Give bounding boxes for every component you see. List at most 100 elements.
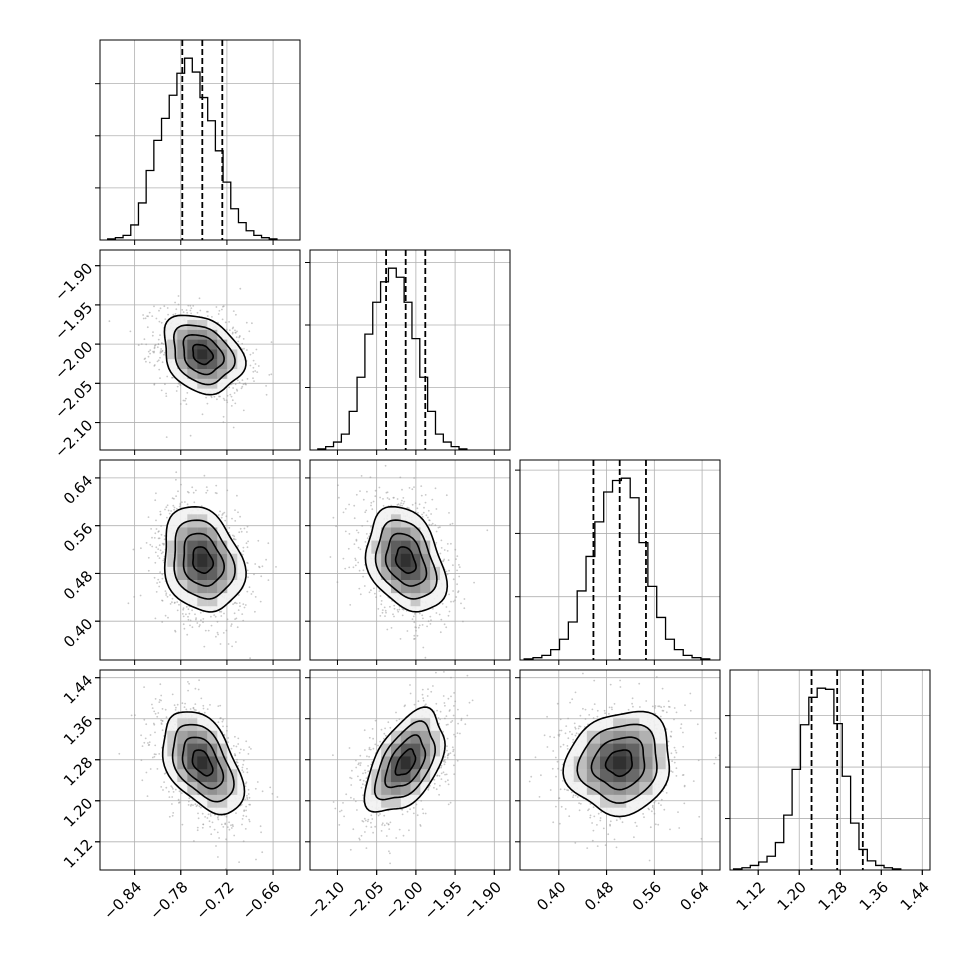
sample-point — [365, 509, 368, 512]
sample-point — [451, 522, 454, 525]
sample-point — [159, 356, 161, 359]
density-cell — [197, 580, 208, 594]
sample-point — [447, 614, 450, 617]
sample-point — [207, 629, 210, 632]
sample-point — [455, 558, 457, 560]
panel-frame — [99, 39, 301, 241]
sample-point — [448, 610, 451, 613]
density-cell — [217, 339, 228, 350]
sample-point — [463, 607, 466, 610]
sample-point — [228, 821, 231, 824]
sample-point — [163, 353, 165, 356]
sample-point — [434, 487, 437, 490]
density-cell — [177, 339, 188, 350]
sample-point — [378, 590, 381, 592]
sample-point — [153, 347, 156, 350]
sample-point — [401, 614, 404, 617]
sample-point — [437, 526, 440, 529]
sample-point — [224, 519, 227, 522]
sample-point — [165, 506, 168, 509]
sample-point — [173, 704, 176, 707]
sample-point — [243, 527, 246, 530]
sample-point — [151, 545, 154, 548]
contour-line — [172, 324, 236, 386]
sample-point — [149, 734, 152, 736]
sample-point — [187, 681, 189, 683]
sample-point — [159, 513, 162, 516]
sample-point — [413, 637, 416, 640]
sample-point — [245, 809, 248, 812]
sample-point — [171, 693, 174, 696]
sample-point — [238, 602, 241, 604]
sample-point — [233, 392, 236, 394]
sample-point — [363, 585, 366, 587]
sample-point — [198, 297, 201, 300]
sample-point — [177, 295, 180, 297]
sample-point — [435, 530, 438, 533]
sample-point — [241, 553, 244, 556]
sample-point — [235, 388, 238, 391]
sample-point — [246, 796, 249, 799]
sample-point — [416, 634, 419, 637]
sample-point — [225, 328, 228, 331]
sample-point — [247, 753, 250, 755]
sample-point — [380, 603, 383, 606]
density-cell — [187, 566, 198, 580]
sample-point — [247, 576, 250, 579]
sample-point — [267, 542, 270, 545]
density-cell — [381, 540, 391, 554]
sample-point — [399, 504, 402, 507]
density-cell — [217, 782, 228, 795]
sample-point — [242, 619, 245, 622]
sample-point — [220, 516, 223, 519]
sample-point — [222, 305, 225, 308]
sample-point — [187, 804, 190, 806]
sample-point — [348, 503, 350, 506]
sample-point — [422, 617, 424, 620]
sample-point — [246, 531, 248, 533]
sample-point — [234, 618, 237, 620]
sample-point — [182, 615, 185, 618]
sample-point — [202, 707, 205, 710]
density-cell — [187, 540, 198, 554]
sample-point — [145, 343, 148, 346]
sample-point — [462, 620, 464, 623]
sample-point — [239, 527, 242, 530]
sample-point — [219, 610, 221, 613]
sample-point — [336, 581, 339, 583]
sample-point — [159, 549, 162, 552]
sample-point — [386, 628, 389, 631]
sample-point — [196, 311, 199, 314]
density-cell — [227, 782, 238, 795]
sample-point — [234, 520, 237, 522]
sample-point — [181, 823, 184, 826]
sample-point — [188, 682, 191, 685]
sample-point — [233, 834, 236, 837]
sample-point — [193, 708, 196, 711]
sample-point — [148, 361, 151, 364]
density-cell — [400, 566, 411, 580]
sample-point — [401, 504, 403, 507]
sample-point — [150, 528, 153, 530]
sample-point — [367, 770, 370, 773]
sample-point — [225, 515, 228, 518]
sample-point — [233, 537, 235, 540]
sample-point — [215, 306, 218, 308]
sample-point — [443, 623, 446, 626]
density-cell — [227, 359, 238, 370]
sample-point — [379, 595, 382, 597]
sample-point — [178, 603, 180, 606]
sample-point — [187, 608, 190, 611]
sample-point — [232, 382, 234, 385]
panel-frame — [729, 669, 931, 871]
sample-point — [252, 366, 255, 369]
sample-point — [218, 837, 221, 839]
sample-point — [162, 551, 164, 553]
sample-point — [416, 507, 419, 510]
sample-point — [241, 766, 244, 769]
sample-point — [421, 513, 423, 516]
sample-point — [249, 803, 252, 806]
sample-point — [217, 818, 220, 821]
sample-point — [421, 516, 424, 518]
sample-point — [231, 399, 234, 402]
